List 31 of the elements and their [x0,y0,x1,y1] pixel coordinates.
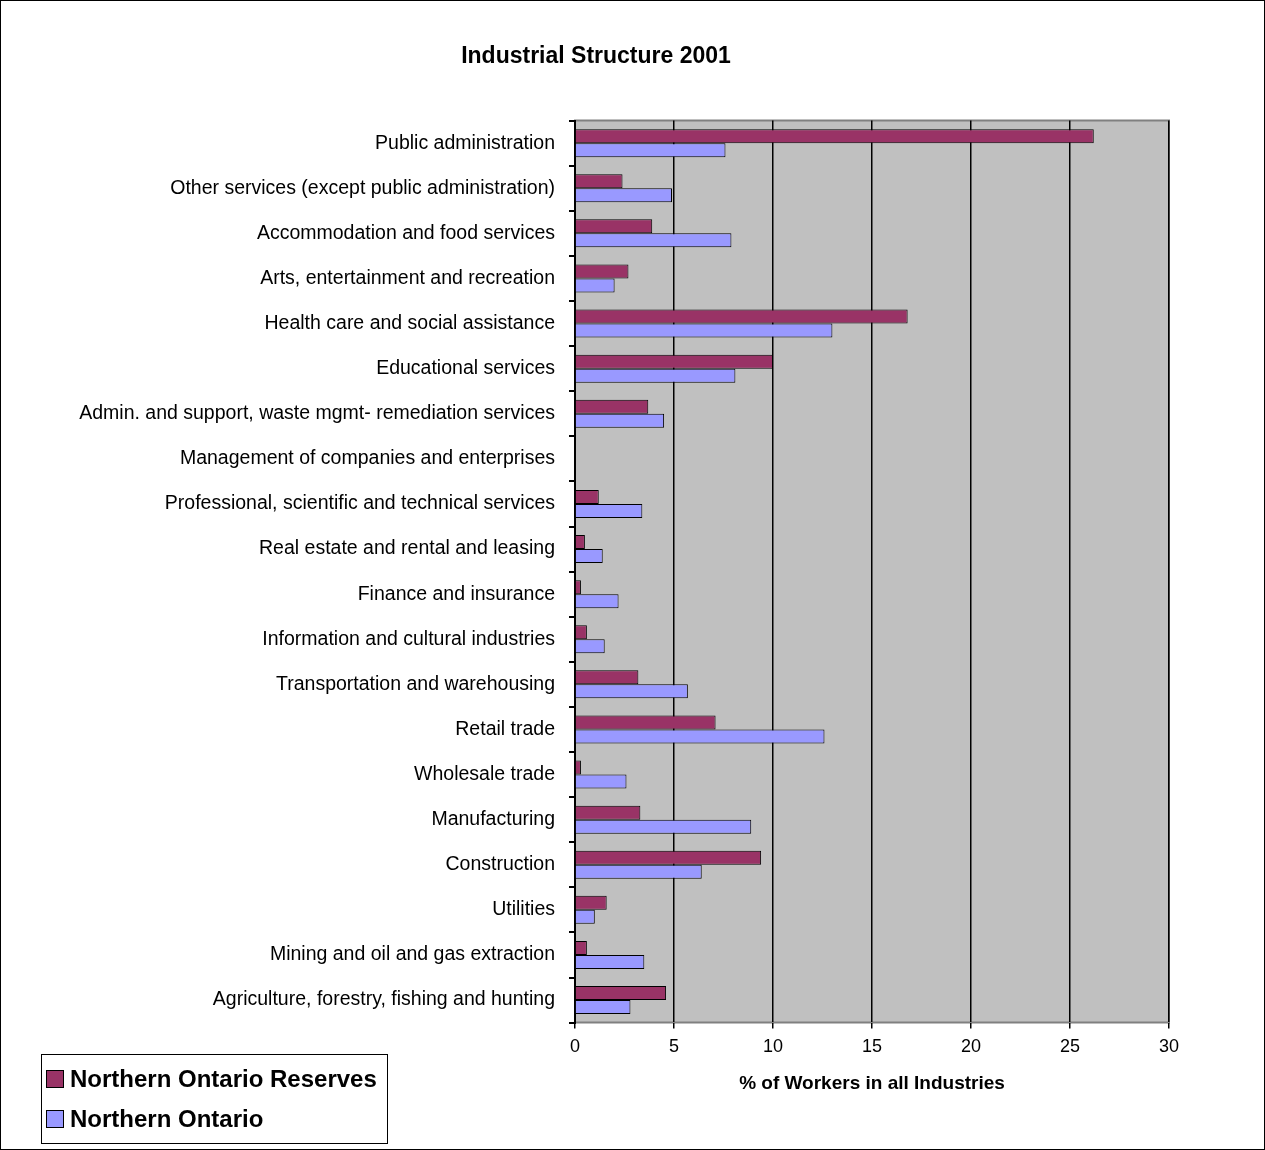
y-tick-label: Accommodation and food services [256,220,556,243]
y-tick-label: Construction [445,852,555,875]
chart-title: Industrial Structure 2001 [461,42,732,69]
x-tick-label: 5 [668,1036,680,1057]
y-tick-label: Management of companies and enterprises [179,446,556,469]
y-tick-label: Wholesale trade [414,761,555,784]
y-tick-label: Information and cultural industries [262,626,556,649]
y-tick-label: Mining and oil and gas extraction [269,942,555,965]
y-tick-label: Retail trade [455,716,555,739]
x-tick-label: 10 [762,1036,784,1057]
x-tick-label: 20 [960,1036,982,1057]
legend-label: Northern Ontario [70,1104,264,1134]
x-tick-label: 15 [861,1036,883,1057]
y-tick-label: Utilities [492,897,556,920]
y-tick-label: Finance and insurance [357,581,555,604]
x-axis-title: % of Workers in all Industries [739,1071,1005,1093]
y-tick-label: Transportation and warehousing [276,671,555,694]
y-tick-label: Arts, entertainment and recreation [260,265,555,288]
y-tick-label: Agriculture, forestry, fishing and hunting [212,987,555,1010]
y-tick-label: Admin. and support, waste mgmt- remediation services [79,401,556,424]
x-tick-label: 25 [1059,1036,1081,1057]
y-tick-label: Educational services [376,356,556,379]
y-tick-label: Public administration [375,130,555,153]
legend-label: Northern Ontario Reserves [70,1064,377,1094]
y-tick-label: Professional, scientific and technical services [164,491,556,514]
y-tick-label: Other services (except public administration) [170,175,555,198]
y-tick-label: Manufacturing [431,807,555,830]
x-tick-label: 30 [1158,1036,1180,1057]
x-tick-label: 0 [569,1036,581,1057]
y-tick-label: Real estate and rental and leasing [259,536,555,559]
y-tick-label: Health care and social assistance [264,310,555,333]
